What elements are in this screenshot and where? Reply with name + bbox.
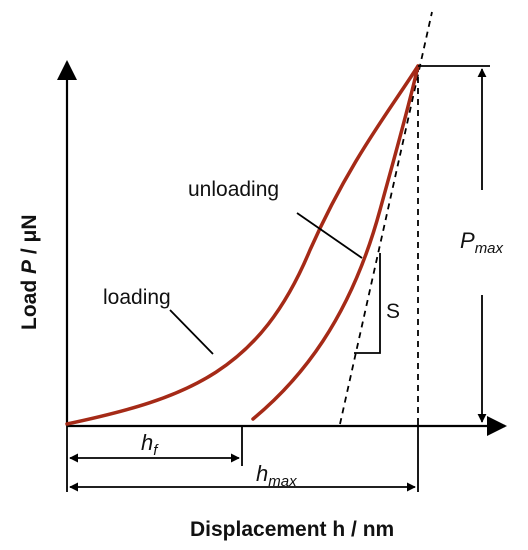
pmax-sub: max — [475, 240, 504, 257]
stiffness-label: S — [386, 300, 400, 323]
loading-curve — [65, 64, 420, 426]
tangent-dashed-line — [339, 11, 433, 425]
loading-leader-line — [169, 309, 214, 355]
pmax-label: Pmax — [460, 228, 504, 257]
loading-label: loading — [103, 286, 171, 309]
y-axis-label-suffix: / μN — [18, 214, 41, 260]
y-axis-label: Load P / μN — [18, 214, 41, 330]
unloading-curve — [251, 64, 420, 421]
hmax-sub: max — [268, 473, 297, 490]
hf-label: hf — [141, 430, 159, 459]
unloading-label: unloading — [188, 178, 279, 201]
hf-sub: f — [153, 442, 159, 459]
y-axis-label-prefix: Load — [18, 274, 41, 330]
stiffness-bracket — [354, 253, 381, 354]
x-axis-label: Displacement h / nm — [190, 518, 394, 541]
hmax-label: hmax — [256, 461, 297, 490]
pmax-main: P — [460, 228, 475, 253]
hf-main: h — [141, 430, 153, 455]
hmax-main: h — [256, 461, 268, 486]
y-axis-label-symbol: P — [18, 259, 41, 274]
unloading-leader-line — [296, 212, 363, 259]
